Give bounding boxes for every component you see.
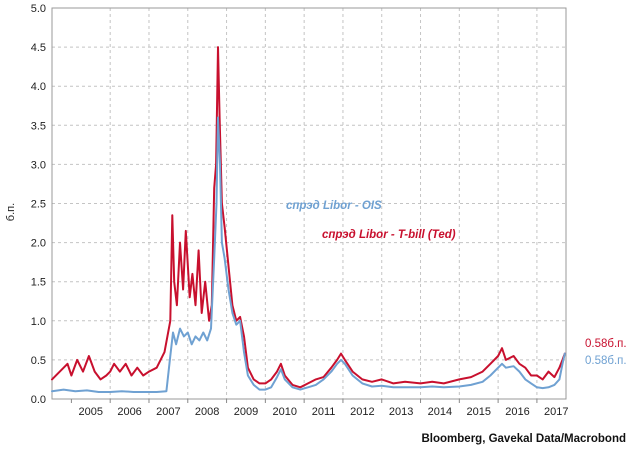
y-tick-label: 2.0 — [31, 238, 46, 250]
y-axis-label: б.п. — [5, 203, 17, 221]
y-tick-label: 5.0 — [31, 3, 46, 15]
x-tick-label: 2006 — [117, 406, 141, 418]
x-tick-label: 2005 — [79, 406, 103, 418]
series-layer — [51, 46, 566, 393]
y-tick-label: 4.0 — [31, 81, 46, 93]
annotation-libor-tbill-ted: спрэд Libor - T-bill (Ted) — [322, 229, 456, 241]
y-tick-label: 2.5 — [31, 199, 46, 211]
end-label-ois: 0.58б.п. — [585, 355, 627, 367]
x-tick-label: 2014 — [428, 406, 452, 418]
series-line-libor-ois — [51, 116, 566, 393]
series-line-ted — [51, 46, 566, 389]
x-tick-label: 2010 — [273, 406, 297, 418]
grid — [52, 8, 566, 399]
x-axis-ticks: 2005 2006 2007 2008 2009 2010 2011 2012 2013 2014… — [70, 399, 569, 418]
y-tick-label: 4.5 — [31, 42, 46, 54]
y-tick-label: 0.0 — [31, 394, 46, 406]
x-tick-label: 2013 — [389, 406, 413, 418]
y-tick-label: 3.0 — [31, 159, 46, 171]
x-tick-label: 2012 — [350, 406, 374, 418]
x-tick-label: 2007 — [156, 406, 180, 418]
annotation-libor-ois: спрэд Libor - OIS — [286, 200, 382, 212]
end-label-ted: 0.58б.п. — [585, 338, 627, 350]
y-tick-label: 0.5 — [31, 355, 46, 367]
x-tick-label: 2008 — [195, 406, 219, 418]
y-tick-label: 1.0 — [31, 316, 46, 328]
x-tick-label: 2011 — [312, 406, 336, 418]
plot-frame — [51, 7, 567, 400]
y-tick-label: 3.5 — [31, 120, 46, 132]
source-label: Bloomberg, Gavekal Data/Macrobond — [422, 433, 627, 445]
x-tick-label: 2017 — [544, 406, 568, 418]
x-tick-label: 2009 — [234, 406, 258, 418]
x-tick-label: 2015 — [466, 406, 490, 418]
y-tick-label: 1.5 — [31, 277, 46, 289]
x-tick-label: 2016 — [505, 406, 529, 418]
y-axis-ticks: 0.0 0.5 1.0 1.5 2.0 2.5 3.0 3.5 4.0 4.5 5.0 — [31, 3, 46, 406]
